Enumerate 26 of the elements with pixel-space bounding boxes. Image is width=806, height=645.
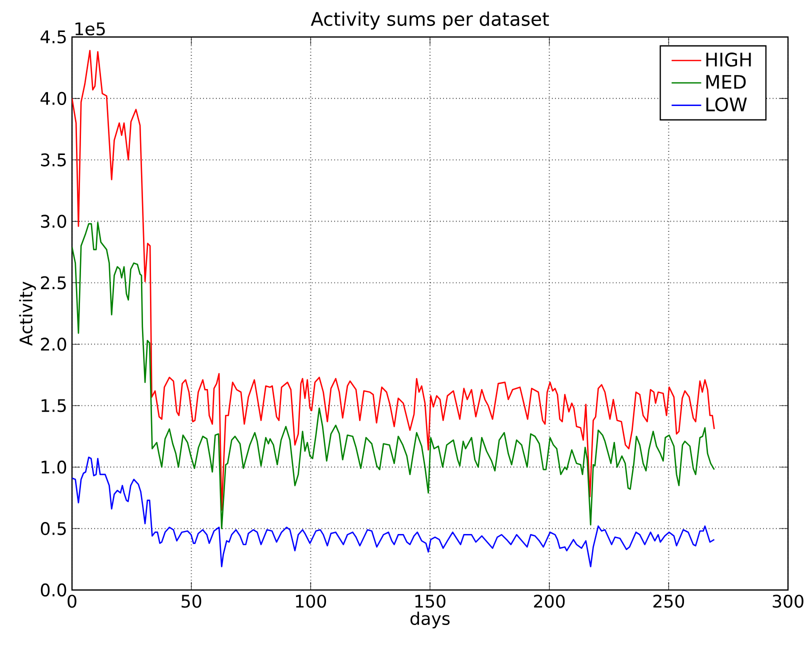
chart-title: Activity sums per dataset — [310, 12, 549, 30]
y-tick-label: 0.0 — [40, 583, 66, 597]
x-axis-title: days — [410, 612, 450, 628]
text: 1e5 — [76, 22, 105, 36]
x-tick-label: 200 — [534, 594, 565, 608]
y-tick-label: 2.5 — [41, 276, 66, 290]
y-axis-title: Activity — [19, 282, 36, 346]
x-tick-label: 0 — [68, 594, 76, 608]
legend-label: HIGH — [706, 52, 751, 67]
x-tick-label: 150 — [415, 594, 446, 608]
y-tick-label: 4.0 — [40, 92, 66, 105]
legend-label: LOW — [706, 97, 747, 112]
x-tick-label: 250 — [653, 594, 684, 608]
y-tick-label: 2.0 — [41, 338, 66, 351]
line-series — [72, 222, 715, 530]
line-series — [72, 456, 715, 568]
legend-label: MED — [706, 75, 746, 89]
y-tick-label: 1.5 — [42, 399, 66, 412]
y-tick-label: 3.0 — [41, 214, 66, 228]
y-tick-label: 1.0 — [42, 460, 66, 474]
x-tick-label: 50 — [182, 594, 202, 608]
x-tick-label: 100 — [296, 594, 326, 608]
x-tick-label: 300 — [772, 594, 804, 608]
y-tick-label: 3.5 — [41, 153, 66, 166]
y-tick-label: 4.5 — [40, 30, 66, 44]
y-tick-label: 0.5 — [40, 522, 66, 536]
